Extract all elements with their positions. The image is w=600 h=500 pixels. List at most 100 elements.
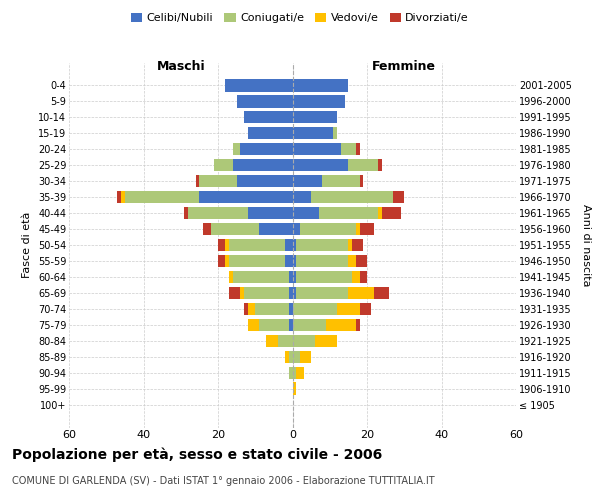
Bar <box>374 286 389 299</box>
Bar <box>248 318 259 331</box>
Bar <box>289 286 293 299</box>
Bar <box>315 334 337 347</box>
Bar <box>226 239 229 251</box>
Bar <box>244 111 293 124</box>
Bar <box>233 159 293 172</box>
Bar <box>229 286 241 299</box>
Bar <box>289 302 293 315</box>
Bar <box>203 223 211 235</box>
Bar <box>229 270 233 283</box>
Bar <box>296 239 349 251</box>
Y-axis label: Fasce di età: Fasce di età <box>22 212 32 278</box>
Bar <box>289 318 293 331</box>
Bar <box>293 79 349 92</box>
Bar <box>244 302 248 315</box>
Bar <box>285 350 289 363</box>
Bar <box>293 366 296 379</box>
Bar <box>378 207 382 220</box>
Bar <box>322 175 359 188</box>
Bar <box>349 159 378 172</box>
Bar <box>226 254 229 267</box>
Bar <box>296 366 304 379</box>
Bar <box>300 350 311 363</box>
Bar <box>341 143 356 156</box>
Text: Femmine: Femmine <box>372 60 436 72</box>
Text: COMUNE DI GARLENDA (SV) - Dati ISTAT 1° gennaio 2006 - Elaborazione TUTTITALIA.I: COMUNE DI GARLENDA (SV) - Dati ISTAT 1° … <box>12 476 434 486</box>
Bar <box>359 270 367 283</box>
Bar <box>199 175 236 188</box>
Bar <box>356 143 359 156</box>
Bar <box>311 191 393 203</box>
Bar <box>233 143 241 156</box>
Bar <box>293 223 300 235</box>
Bar <box>289 350 293 363</box>
Bar <box>196 175 199 188</box>
Bar <box>378 159 382 172</box>
Bar <box>285 254 293 267</box>
Bar <box>349 239 352 251</box>
Bar <box>293 350 300 363</box>
Text: Maschi: Maschi <box>157 60 205 72</box>
Bar <box>359 302 371 315</box>
Bar <box>359 223 374 235</box>
Y-axis label: Anni di nascita: Anni di nascita <box>581 204 591 286</box>
Bar <box>184 207 188 220</box>
Bar <box>349 254 356 267</box>
Bar <box>293 95 344 108</box>
Bar <box>326 318 356 331</box>
Bar <box>293 191 311 203</box>
Bar <box>241 143 293 156</box>
Bar <box>278 334 293 347</box>
Bar <box>293 239 296 251</box>
Bar <box>293 302 337 315</box>
Bar <box>352 270 359 283</box>
Bar <box>214 159 233 172</box>
Bar <box>229 239 285 251</box>
Bar <box>285 239 293 251</box>
Bar <box>296 286 349 299</box>
Bar <box>218 254 226 267</box>
Bar <box>352 239 363 251</box>
Bar <box>293 111 337 124</box>
Bar <box>259 318 289 331</box>
Bar <box>296 254 349 267</box>
Bar <box>293 270 296 283</box>
Bar <box>382 207 401 220</box>
Bar <box>289 270 293 283</box>
Bar <box>356 223 359 235</box>
Bar <box>248 302 255 315</box>
Bar <box>393 191 404 203</box>
Bar <box>226 79 293 92</box>
Bar <box>211 223 259 235</box>
Legend: Celibi/Nubili, Coniugati/e, Vedovi/e, Divorziati/e: Celibi/Nubili, Coniugati/e, Vedovi/e, Di… <box>127 8 473 28</box>
Bar <box>259 223 293 235</box>
Bar <box>319 207 378 220</box>
Bar <box>293 254 296 267</box>
Bar <box>248 207 293 220</box>
Bar <box>199 191 293 203</box>
Bar <box>293 334 315 347</box>
Bar <box>293 127 334 140</box>
Bar <box>356 254 367 267</box>
Bar <box>289 366 293 379</box>
Bar <box>229 254 285 267</box>
Bar <box>293 382 296 395</box>
Bar <box>236 175 293 188</box>
Bar <box>349 286 374 299</box>
Bar <box>293 318 326 331</box>
Bar <box>125 191 199 203</box>
Bar <box>241 286 244 299</box>
Bar <box>188 207 248 220</box>
Bar <box>248 127 293 140</box>
Bar <box>359 175 363 188</box>
Bar <box>293 207 319 220</box>
Bar <box>218 239 226 251</box>
Bar <box>293 175 322 188</box>
Bar <box>296 270 352 283</box>
Bar <box>334 127 337 140</box>
Bar <box>293 143 341 156</box>
Bar <box>233 270 289 283</box>
Bar <box>300 223 356 235</box>
Bar <box>293 286 296 299</box>
Bar <box>293 159 349 172</box>
